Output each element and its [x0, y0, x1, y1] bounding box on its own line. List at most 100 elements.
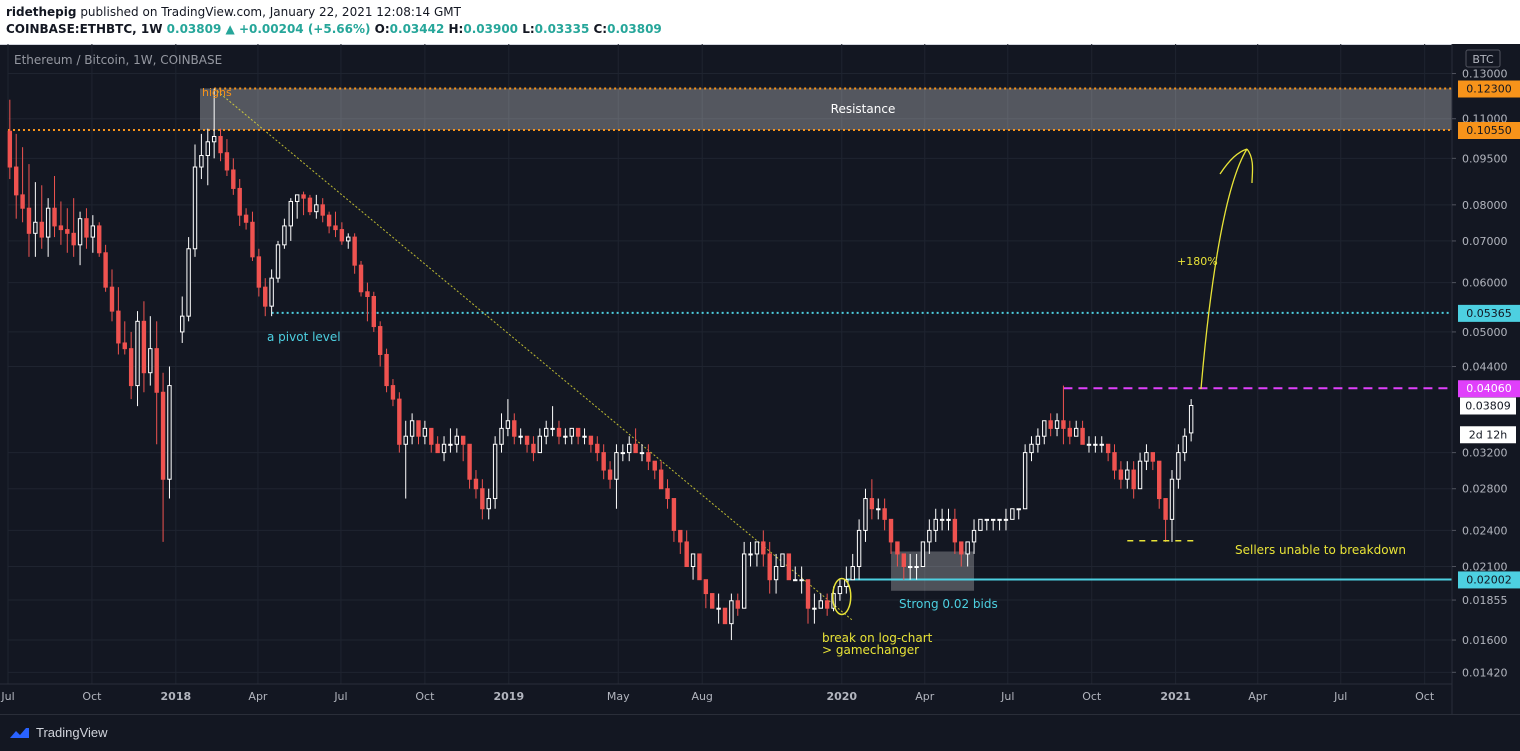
candle-body [294, 194, 300, 202]
candle-body [454, 435, 460, 445]
candle-body [627, 443, 632, 454]
level-price-text: 0.02002 [1466, 573, 1512, 586]
x-tick-label: 2018 [161, 690, 192, 703]
candle-body [588, 435, 594, 445]
y-tick-label: 0.03200 [1462, 447, 1508, 460]
candle-body [1188, 404, 1194, 434]
candle-body [486, 498, 491, 510]
candle-body [339, 229, 345, 242]
x-tick-label: Jul [0, 690, 14, 703]
price-scale[interactable] [1452, 44, 1520, 714]
level-price-tag [1458, 80, 1520, 98]
candle-body [518, 435, 523, 438]
candle-body [256, 256, 262, 288]
x-tick-label: Oct [1415, 690, 1435, 703]
candle-body [416, 420, 421, 437]
x-tick-label: Oct [415, 690, 435, 703]
candle-body [786, 553, 792, 581]
y-tick-label: 0.01600 [1462, 634, 1508, 647]
y-tick-label: 0.13000 [1462, 68, 1508, 81]
candle-body [333, 225, 338, 231]
published-text: published on TradingView.com, January 22… [80, 5, 461, 19]
price-chart[interactable]: Resistance highs a pivot level +180% Strong … [0, 44, 1520, 714]
y-tick-label: 0.07000 [1462, 235, 1508, 248]
candle-body [556, 427, 562, 437]
candle-body [14, 166, 19, 196]
candle-body [652, 460, 657, 471]
candle-body [141, 320, 147, 374]
y-tick-label: 0.01420 [1462, 666, 1508, 679]
y-tick-label: 0.06000 [1462, 277, 1508, 290]
candle-body [1054, 420, 1060, 429]
x-tick-label: 2019 [493, 690, 524, 703]
level-price-tag [1458, 571, 1520, 589]
candle-body [710, 593, 715, 609]
candle-body [595, 443, 600, 454]
candle-body [90, 225, 96, 238]
candle-body [1080, 427, 1085, 445]
candle-body [186, 248, 191, 317]
candle-body [492, 443, 498, 500]
close-value: 0.03809 [607, 22, 662, 36]
candle-body [824, 600, 830, 609]
candle-body [263, 286, 268, 307]
last-price: 0.03809 [166, 22, 222, 36]
candle-body [614, 452, 619, 480]
candle-body [1099, 443, 1104, 446]
candle-body [901, 553, 906, 568]
candle-body [550, 427, 555, 430]
candle-body [563, 435, 568, 438]
candle-body [460, 435, 466, 445]
candle-body [180, 315, 185, 333]
low-value: 0.03335 [534, 22, 590, 36]
candle-body [275, 244, 281, 279]
candle-body [639, 452, 645, 455]
candle-body [397, 398, 402, 445]
candle-body [1118, 469, 1124, 480]
candle-body [927, 529, 932, 543]
candle-body [480, 488, 485, 510]
candle-body [352, 236, 357, 266]
up-arrow-icon: ▲ [225, 22, 235, 36]
last-price-tag [1460, 397, 1516, 415]
candle-body [818, 600, 823, 609]
candle-body [58, 225, 64, 231]
candle-body [84, 218, 89, 238]
sellers-label: Sellers unable to breakdown [1235, 543, 1406, 557]
candle-body [735, 600, 740, 609]
candle-body [250, 221, 255, 258]
candle-body [282, 225, 287, 246]
candle-body [1093, 443, 1098, 446]
resistance-zone [200, 88, 1452, 131]
candle-body [148, 348, 153, 374]
candle-body [665, 488, 670, 500]
candle-body [192, 166, 198, 250]
candle-body [377, 326, 383, 355]
candle-body [971, 529, 977, 543]
candle-body [122, 342, 127, 350]
candle-body [895, 541, 900, 555]
candle-body [384, 353, 389, 387]
candle-body [920, 541, 926, 568]
currency-badge[interactable] [1465, 49, 1501, 68]
x-tick-label: Aug [691, 690, 712, 703]
target-pct-label: +180% [1177, 255, 1218, 268]
candle-body [237, 187, 242, 216]
candle-body [346, 236, 351, 242]
level-price-text: 0.10550 [1466, 124, 1512, 137]
publisher-name[interactable]: ridethepig [6, 5, 77, 19]
candle-body [1182, 435, 1187, 454]
symbol-label: COINBASE:ETHBTC, 1W [6, 22, 163, 36]
candle-body [773, 566, 779, 581]
candle-body [990, 518, 996, 521]
candle-body [218, 135, 223, 154]
candle-body [358, 264, 364, 293]
candle-body [678, 529, 683, 543]
level-price-tag [1458, 304, 1520, 322]
candle-body [1157, 460, 1162, 500]
x-tick-label: Apr [915, 690, 935, 703]
y-tick-label: 0.02100 [1462, 561, 1508, 574]
candle-body [1137, 460, 1143, 490]
tradingview-logo[interactable]: TradingView [8, 725, 108, 740]
candle-body [793, 579, 798, 582]
